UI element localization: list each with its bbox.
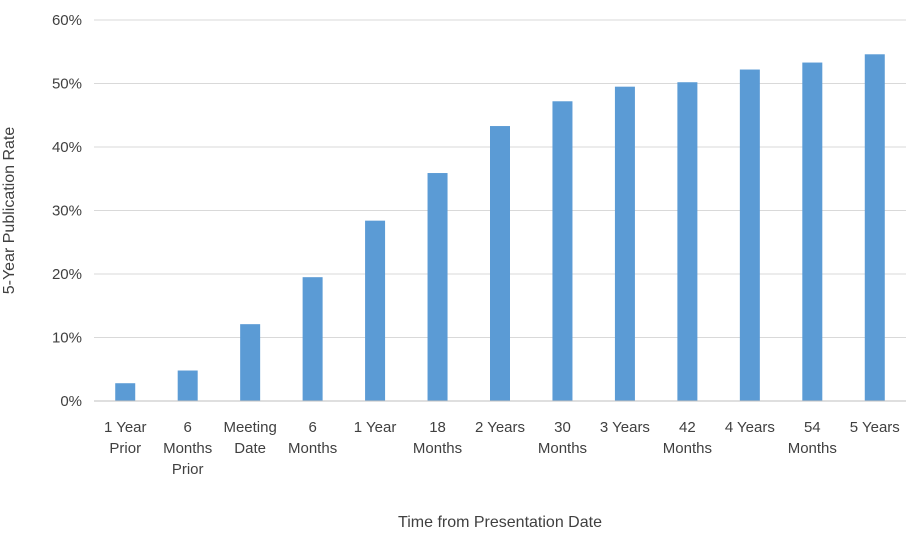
y-axis-ticks: 0% 10% 20% 30% 40% 50% 60% — [52, 12, 82, 410]
bar — [240, 324, 261, 401]
bar — [677, 82, 698, 401]
x-tick-label: 3 Years — [600, 419, 650, 436]
x-tick-label-line: Months — [538, 440, 587, 457]
bar — [427, 173, 448, 401]
x-tick-label-line: 54 — [804, 419, 821, 436]
x-tick-label: 1 Year Prior — [104, 419, 147, 457]
x-tick-label-line: 1 Year — [104, 419, 147, 436]
x-tick-label-line: 6 — [308, 419, 316, 436]
bar — [177, 370, 198, 401]
bar — [802, 62, 823, 402]
x-tick-label-line: 1 Year — [354, 419, 397, 436]
x-tick-label-line: Meeting — [223, 419, 276, 436]
x-tick-label: 4 Years — [725, 419, 775, 436]
x-tick-label: Meeting Date — [223, 419, 276, 457]
x-axis-ticks: 1 Year Prior 6 Months Prior Meeting Date 6 Month… — [104, 419, 900, 478]
y-tick-label: 60% — [52, 12, 82, 29]
x-tick-label: 54 Months — [788, 419, 837, 457]
x-tick-label: 30 Months — [538, 419, 587, 457]
x-tick-label-line: 3 Years — [600, 419, 650, 436]
x-tick-label: 2 Years — [475, 419, 525, 436]
bar — [739, 69, 760, 401]
x-tick-label-line: Months — [663, 440, 712, 457]
x-tick-label: 6 Months — [288, 419, 337, 457]
x-tick-label-line: Months — [288, 440, 337, 457]
x-tick-label-line: 30 — [554, 419, 571, 436]
y-tick-label: 30% — [52, 203, 82, 220]
x-axis-title: Time from Presentation Date — [398, 514, 602, 531]
x-tick-label: 6 Months Prior — [163, 419, 212, 478]
x-tick-label-line: Prior — [172, 461, 204, 478]
x-tick-label-line: 18 — [429, 419, 446, 436]
bars — [115, 54, 885, 402]
x-tick-label-line: Months — [413, 440, 462, 457]
y-tick-label: 20% — [52, 266, 82, 283]
x-tick-label-line: Months — [163, 440, 212, 457]
x-tick-label-line: 5 Years — [850, 419, 900, 436]
bar — [864, 54, 885, 401]
y-tick-label: 50% — [52, 76, 82, 93]
bar — [365, 220, 386, 401]
x-tick-label-line: Date — [234, 440, 266, 457]
x-tick-label: 42 Months — [663, 419, 712, 457]
bar — [552, 101, 573, 401]
y-tick-label: 40% — [52, 139, 82, 156]
x-tick-label-line: 6 — [184, 419, 192, 436]
bar — [490, 126, 510, 402]
y-tick-label: 0% — [60, 393, 82, 410]
x-tick-label: 1 Year — [354, 419, 397, 436]
x-tick-label-line: Prior — [109, 440, 141, 457]
x-tick-label-line: 2 Years — [475, 419, 525, 436]
bar — [614, 86, 635, 402]
x-tick-label-line: 4 Years — [725, 419, 775, 436]
x-tick-label: 18 Months — [413, 419, 462, 457]
y-tick-label: 10% — [52, 330, 82, 347]
x-tick-label-line: 42 — [679, 419, 696, 436]
x-tick-label: 5 Years — [850, 419, 900, 436]
y-axis-title: 5-Year Publication Rate — [1, 127, 18, 295]
bar — [115, 383, 136, 401]
x-tick-label-line: Months — [788, 440, 837, 457]
bar — [302, 277, 323, 401]
